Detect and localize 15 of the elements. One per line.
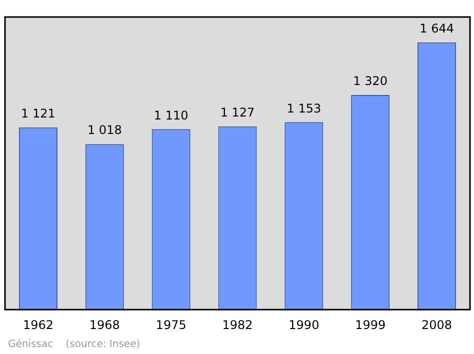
x-tick-label: 1962 <box>22 318 54 332</box>
data-label: 1 121 <box>21 106 56 120</box>
x-tick-label: 2008 <box>422 318 452 332</box>
x-tick-label: 1999 <box>355 318 386 332</box>
x-tick-label: 1990 <box>288 318 320 332</box>
text: Génissac (source: Insee) <box>8 339 140 350</box>
data-label: 1 018 <box>87 123 122 138</box>
x-tick-label: 1975 <box>156 318 186 332</box>
data-label: 1 110 <box>154 108 188 122</box>
x-tick-label: 1968 <box>89 318 120 332</box>
data-label: 1 127 <box>220 106 255 120</box>
data-label: 1 153 <box>286 101 322 116</box>
x-tick-label: 1982 <box>222 318 253 332</box>
data-label: 1 644 <box>420 21 454 36</box>
data-label: 1 320 <box>353 74 388 88</box>
